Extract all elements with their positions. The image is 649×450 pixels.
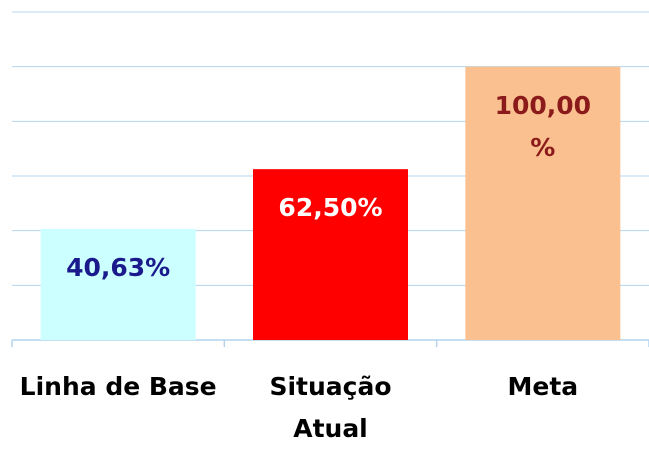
x-tick-label: Linha de Base — [19, 372, 217, 401]
value-label: 62,50% — [278, 193, 383, 223]
value-label: 40,63% — [66, 252, 171, 282]
bar — [253, 169, 408, 340]
bar — [465, 66, 621, 341]
bar — [40, 228, 196, 340]
value-label: 100,00% — [494, 90, 592, 162]
x-tick-label: Meta — [507, 372, 579, 401]
x-tick-label: Situação Atual — [269, 372, 392, 443]
